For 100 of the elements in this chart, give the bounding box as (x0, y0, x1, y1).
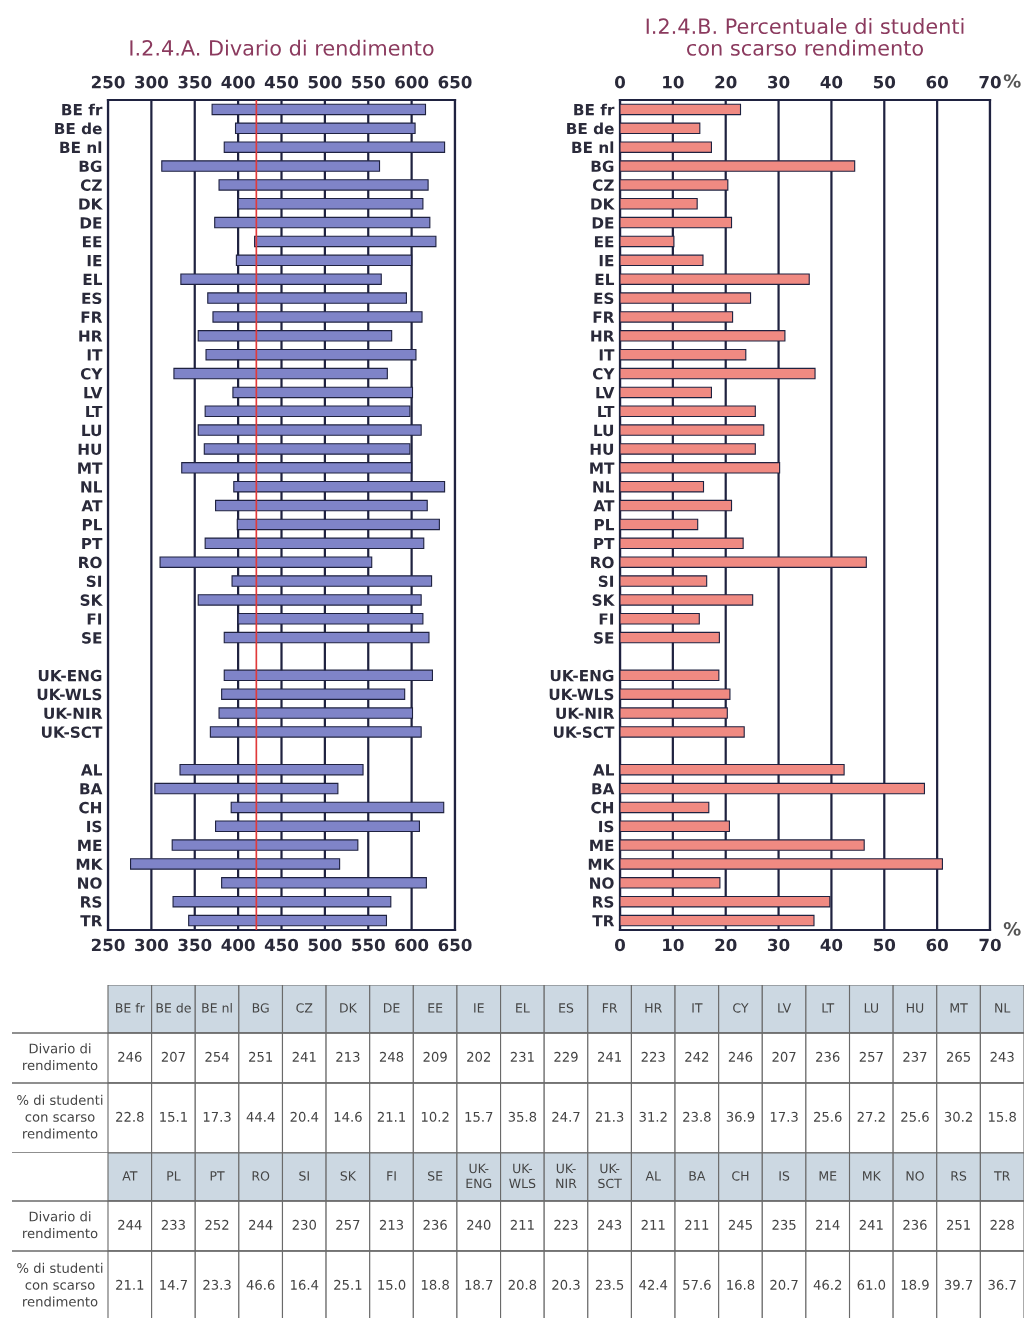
y-tick-label: DE (592, 217, 614, 229)
data-label: 251 (946, 1219, 970, 1230)
x-tick-label: 350 (178, 938, 212, 952)
data-label: 240 (467, 1219, 491, 1230)
data-label: 246 (118, 1051, 142, 1062)
x-tick-label: AL (645, 1171, 661, 1181)
data-label: 246 (728, 1051, 753, 1062)
x2-tick-label: 20 (715, 75, 737, 89)
y-tick-label: SI (86, 575, 102, 588)
y-tick-label: FI (87, 613, 102, 625)
data-label: 230 (292, 1219, 316, 1230)
x-tick-label: 450 (264, 938, 299, 952)
y-tick-label: NO (590, 877, 614, 889)
y-tick-label: UK-SCT (41, 726, 103, 738)
data-label: 207 (161, 1051, 185, 1062)
y-tick-label: BE nl (572, 141, 614, 153)
y-tick-label: BG (79, 160, 102, 173)
y-tick-label: CY (80, 367, 103, 380)
y-tick-label: BA (80, 783, 103, 795)
y-tick-label: BE de (55, 122, 102, 135)
data-label: 241 (292, 1051, 316, 1062)
data-label: 223 (641, 1051, 665, 1062)
y-tick-label: BA (592, 783, 615, 795)
x-tick-label: HU (906, 1003, 924, 1013)
y-tick-label: NO (78, 877, 102, 889)
y-tick-label: EL (595, 273, 615, 286)
y-tick-label: NL (593, 481, 615, 493)
data-label: 23.8 (683, 1111, 711, 1122)
data-label: 44.4 (246, 1112, 275, 1122)
y-tick-label: LU (82, 424, 102, 437)
y-tick-label: PT (82, 537, 103, 550)
y-tick-label: AT (593, 500, 615, 512)
x-tick-label: NL (995, 1003, 1011, 1013)
y-tick-label: BE de (567, 122, 614, 135)
data-label: 252 (205, 1219, 229, 1230)
data-label: 236 (423, 1219, 447, 1230)
data-label: 211 (641, 1219, 665, 1230)
data-label: 241 (859, 1219, 883, 1230)
x2-tick-label: 0 (615, 75, 625, 89)
data-label: 254 (205, 1051, 229, 1062)
x2-tick-label: 40 (820, 75, 843, 89)
x-tick-label: SE (428, 1171, 443, 1181)
x-tick-label: 550 (352, 938, 385, 952)
y-tick-label: CY (592, 367, 615, 380)
data-label: 209 (423, 1051, 447, 1062)
data-label: 211 (510, 1219, 534, 1230)
y-tick-label: NL (81, 481, 103, 493)
y-tick-label: LT (86, 405, 103, 418)
x-tick-label: 10 (663, 938, 684, 952)
y-tick-label: UK-WLS (37, 688, 102, 701)
data-label: 27.2 (857, 1111, 885, 1122)
x2-tick-label: 350 (178, 75, 212, 89)
data-label: 18.9 (901, 1279, 929, 1290)
x-tick-label: UK-WLS (509, 1163, 536, 1189)
y-tick-label: DK (79, 198, 103, 210)
y-tick-label: IT (599, 349, 615, 361)
x-tick-label: BA (689, 1171, 706, 1181)
data-label: 15.7 (465, 1112, 493, 1122)
y-tick-label: HR (591, 330, 615, 342)
y-tick-label: BE nl (60, 141, 102, 153)
x-tick-label: 600 (395, 938, 429, 952)
y-tick-label: TR (80, 915, 103, 927)
data-label: 14.6 (334, 1111, 362, 1122)
y-tick-label: CZ (592, 179, 614, 191)
x-tick-label: CY (733, 1003, 749, 1013)
y-tick-label: HU (78, 443, 102, 455)
y-tick-label: EL (83, 273, 103, 286)
x2-tick-label: 550 (352, 75, 385, 89)
data-label: 20.7 (770, 1279, 798, 1290)
data-label: 202 (467, 1051, 491, 1062)
data-label: 241 (597, 1051, 621, 1062)
x2-tick-label: 300 (135, 75, 168, 89)
data-label: 248 (379, 1051, 404, 1062)
y-tick-label: RS (593, 896, 614, 908)
data-label: 213 (336, 1051, 360, 1062)
data-label: 242 (685, 1051, 709, 1062)
x-tick-label: DK (340, 1003, 358, 1013)
y-tick-label: CZ (80, 179, 102, 191)
x-tick-label: 20 (715, 938, 737, 952)
x-tick-label: PT (210, 1171, 225, 1181)
y-tick-label: PL (82, 519, 103, 531)
x-tick-label: BE nl (202, 1002, 232, 1013)
x2-tick-label: 250 (91, 75, 125, 89)
y-tick-label: BE fr (62, 103, 103, 116)
data-label: 14.7 (160, 1280, 187, 1290)
y-tick-label: UK-WLS (549, 688, 614, 701)
x-tick-label: BG (252, 1003, 269, 1013)
data-label: 243 (990, 1051, 1014, 1062)
y-tick-label: CH (79, 801, 102, 814)
x-tick-label: 650 (438, 938, 472, 952)
y-tick-label: SE (82, 632, 102, 644)
data-label: 15.0 (378, 1279, 406, 1290)
data-label: 22.8 (116, 1111, 144, 1122)
y-tick-label: SE (594, 632, 614, 644)
y-tick-label: FR (593, 311, 615, 323)
data-label: 24.7 (552, 1111, 580, 1122)
x2-tick-label: 450 (264, 75, 299, 89)
x2-tick-label: 500 (308, 75, 342, 89)
data-label: 211 (685, 1219, 709, 1230)
y-tick-label: UK-ENG (550, 669, 614, 682)
